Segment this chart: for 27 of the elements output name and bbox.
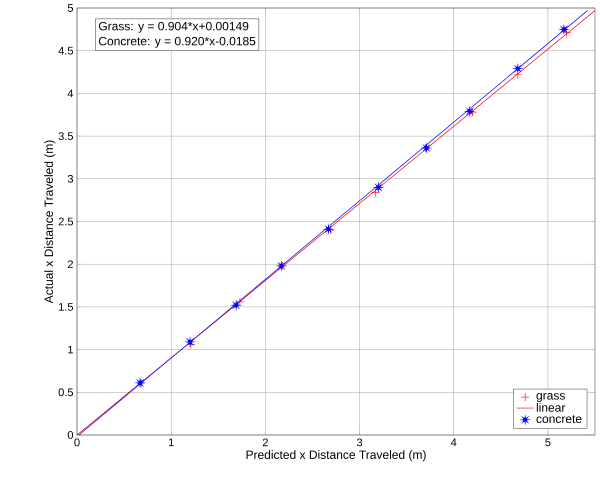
y-tick-label: 2 [68, 260, 73, 268]
y-tick-label: 4.5 [58, 46, 74, 55]
y-tick-label: 4 [68, 90, 74, 98]
y-tick-label: 0 [68, 431, 74, 439]
legend-label: concrete [536, 415, 582, 424]
y-axis-title: Actual x Distance Traveled (m) [44, 140, 56, 304]
x-tick-label: 2 [262, 438, 268, 446]
point [562, 28, 572, 38]
y-tick-label: 1.5 [59, 303, 74, 311]
y-tick-label: 1 [68, 346, 73, 354]
legend-label: linear [536, 402, 566, 412]
annotation: Concrete: y = 0.920*x-0.0185 [98, 36, 256, 48]
y-tick-label: 3.5 [58, 132, 74, 140]
annotation: Grass: y = 0.904*x+0.00149 [98, 22, 248, 33]
y-tick-label: 0.5 [58, 388, 74, 396]
x-tick-label: 0 [74, 438, 80, 446]
x-tick-label: 1 [168, 438, 174, 446]
legend-label: grass [536, 393, 565, 402]
point [236, 297, 244, 306]
x-tick-label: 4 [450, 438, 456, 446]
x-tick-label: 3 [356, 438, 362, 446]
y-tick-label: 5 [68, 4, 74, 12]
x-tick-label: 5 [545, 438, 551, 446]
y-tick-label: 2.5 [58, 218, 74, 226]
point [371, 188, 380, 197]
x-axis-title: Predicted x Distance Traveled (m) [246, 450, 426, 462]
y-tick-label: 3 [68, 174, 74, 183]
